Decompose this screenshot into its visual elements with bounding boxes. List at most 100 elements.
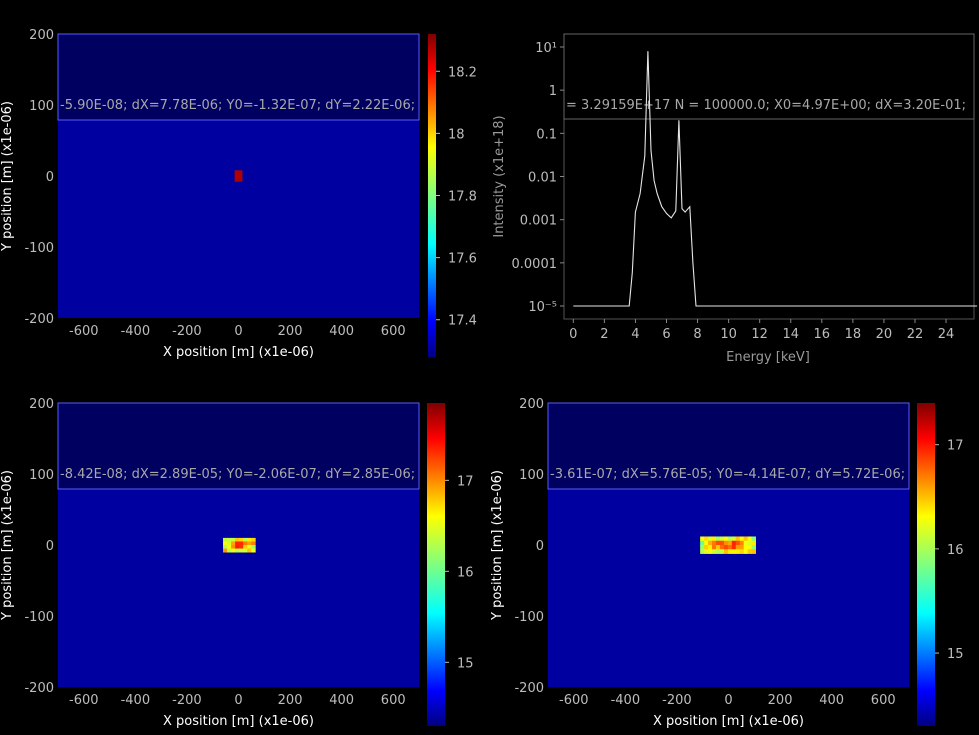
heat-cell [719, 540, 725, 546]
x-tick-label: 14 [782, 327, 799, 342]
heat-cell [243, 548, 248, 553]
y-tick-label: -100 [24, 610, 54, 625]
hot-region [700, 536, 756, 554]
x-tick-label: 16 [814, 327, 831, 342]
heat-cell [247, 541, 252, 546]
x-tick-label: -400 [611, 693, 641, 708]
colorbar-tick-label: 18 [448, 127, 465, 142]
stats-text: -5.90E-08; dX=7.78E-06; Y0=-1.32E-07; dY… [60, 98, 415, 113]
heat-cell [712, 540, 717, 546]
x-tick-label: 24 [938, 327, 955, 342]
y-axis-label: Y position [m] (x1e-06) [0, 470, 15, 621]
y-tick-label: 10⁻⁵ [528, 300, 557, 315]
x-axis-label: X position [m] (x1e-06) [653, 714, 804, 729]
x-tick-label: 400 [329, 693, 354, 708]
y-tick-label: -100 [514, 610, 544, 625]
x-tick-label: 400 [819, 693, 844, 708]
heat-cell [704, 536, 709, 542]
y-tick-label: 0.01 [528, 171, 557, 186]
heat-cell [751, 545, 756, 550]
heat-cell [747, 545, 753, 550]
heat-cell [708, 545, 713, 550]
x-tick-label: -400 [121, 693, 151, 708]
stats-text: = 3.29159E+17 N = 100000.0; X0=4.97E+00;… [566, 98, 966, 113]
colorbar-tick-label: 17 [457, 474, 474, 489]
y-tick-label: -200 [514, 681, 544, 696]
y-tick-label: -200 [24, 681, 54, 696]
x-tick-label: 0 [724, 693, 732, 708]
heat-cell [235, 545, 240, 549]
heat-cell [747, 540, 753, 546]
heat-cell [704, 549, 709, 554]
heat-cell [700, 549, 705, 554]
heat-cell [227, 537, 232, 542]
x-axis-label: X position [m] (x1e-06) [163, 714, 314, 729]
heat-cell [739, 540, 745, 546]
x-tick-label: -600 [69, 324, 99, 339]
heat-cell [715, 549, 721, 554]
heat-cell [731, 549, 737, 554]
heat-cell [227, 548, 232, 553]
y-tick-label: 200 [519, 397, 544, 412]
y-tick-label: -200 [24, 312, 54, 327]
energy-spectrum-plot: = 3.29159E+17 N = 100000.0; X0=4.97E+00;… [492, 33, 978, 365]
x-tick-label: 22 [907, 327, 924, 342]
heat-cell [743, 536, 749, 542]
x-tick-label: 0 [569, 327, 577, 342]
heat-cell [704, 545, 709, 550]
y-tick-label: 0.001 [520, 214, 557, 229]
y-axis-label: Y position [m] (x1e-06) [0, 101, 15, 252]
x-tick-label: 600 [381, 693, 406, 708]
heat-cell [239, 537, 244, 542]
x-axis-label: Energy [keV] [726, 350, 810, 365]
heat-cell [731, 540, 737, 546]
heatmap-bottom-right: -3.61E-07; dX=5.76E-05; Y0=-4.14E-07; dY… [490, 397, 964, 729]
heat-cell [719, 545, 725, 550]
heat-cell [715, 536, 721, 542]
heat-cell [235, 548, 240, 553]
colorbar-tick-label: 17.4 [448, 314, 477, 329]
heat-cell [227, 541, 232, 546]
stats-box [547, 402, 910, 490]
heat-cell [723, 536, 729, 542]
heat-cell [704, 540, 709, 546]
heat-cell [727, 545, 733, 550]
heat-cell [235, 537, 240, 542]
colorbar-tick-label: 15 [947, 647, 964, 662]
heat-cell [743, 545, 749, 550]
x-tick-label: 18 [845, 327, 862, 342]
y-tick-label: -100 [24, 241, 54, 256]
stats-box [563, 33, 975, 120]
heat-cell [247, 537, 252, 542]
heat-cell [712, 536, 717, 542]
y-tick-labels: 10¹ 1 0.1 0.01 0.001 0.0001 10⁻⁵ [512, 41, 564, 315]
y-tick-labels: 200 100 0 -100 -200 [24, 28, 54, 327]
x-tick-label: 2 [600, 327, 608, 342]
x-tick-labels: 0 2 4 6 8 10 12 14 16 18 20 22 24 [569, 319, 954, 342]
heat-cell [231, 537, 236, 542]
heat-cell [243, 541, 248, 546]
x-tick-label: 200 [278, 693, 303, 708]
colorbar-tick-labels: 18.2 18 17.8 17.6 17.4 [436, 65, 477, 329]
heat-cell [727, 549, 733, 554]
heat-cell [223, 541, 228, 546]
heat-cell [727, 536, 733, 542]
colorbar-tick-label: 16 [457, 565, 474, 580]
colorbar-tick-labels: 17 16 15 [445, 474, 474, 671]
y-tick-labels: 200 100 0 -100 -200 [514, 397, 544, 696]
y-tick-label: 200 [29, 28, 54, 43]
y-tick-label: 100 [29, 468, 54, 483]
heat-cell [727, 540, 733, 546]
stats-box [57, 33, 420, 121]
heat-cell [719, 536, 725, 542]
x-tick-labels: -600 -400 -200 0 200 400 600 [69, 693, 406, 708]
colorbar-tick-labels: 17 16 15 [935, 439, 964, 662]
heat-cell [739, 549, 745, 554]
heat-cell [715, 545, 721, 550]
heat-cell [235, 541, 240, 546]
heat-cell [700, 536, 705, 542]
stats-text: -8.42E-08; dX=2.89E-05; Y0=-2.06E-07; dY… [60, 467, 415, 482]
x-tick-label: -200 [662, 693, 692, 708]
colorbar [427, 403, 445, 726]
